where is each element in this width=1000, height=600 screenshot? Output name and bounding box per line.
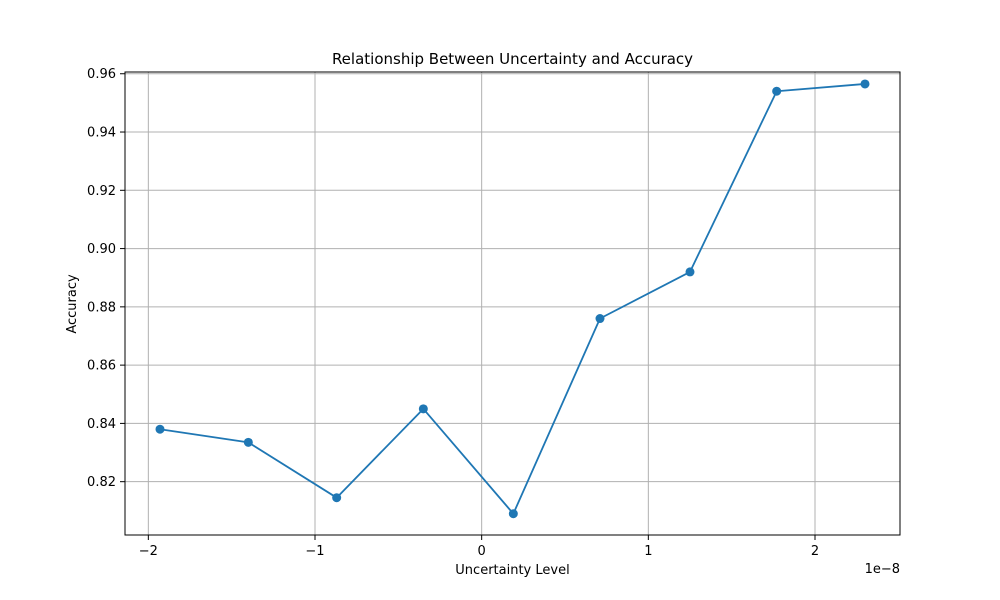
- x-axis-offset-text: 1e−8: [865, 562, 900, 577]
- ticks: −2 −1 0 1 2 0.82 0.84 0.86 0.88 0.90 0.92 0.94 0.96: [87, 67, 819, 559]
- y-tick-label: 0.96: [87, 67, 116, 82]
- data-point: [508, 509, 518, 519]
- x-tick-label: −1: [305, 544, 324, 559]
- data-point: [860, 79, 870, 89]
- data-point: [332, 493, 342, 503]
- x-tick-label: 0: [478, 544, 486, 559]
- data-point: [243, 437, 253, 447]
- y-tick-label: 0.86: [87, 359, 116, 374]
- x-axis-label: Uncertainty Level: [455, 563, 569, 578]
- data-point: [685, 267, 695, 277]
- data-point: [155, 424, 165, 434]
- data-point: [595, 314, 605, 324]
- y-tick-label: 0.88: [87, 300, 116, 315]
- x-tick-label: 1: [644, 544, 652, 559]
- y-tick-label: 0.84: [87, 417, 116, 432]
- data-point: [418, 404, 428, 414]
- grid: [125, 72, 900, 535]
- series-layer: [155, 79, 870, 519]
- x-tick-label: −2: [139, 544, 158, 559]
- y-tick-label: 0.92: [87, 184, 116, 199]
- y-tick-label: 0.82: [87, 475, 116, 490]
- series-line: [159, 83, 866, 515]
- y-tick-label: 0.94: [87, 126, 116, 141]
- x-tick-label: 2: [811, 544, 819, 559]
- y-axis-label: Accuracy: [65, 274, 80, 334]
- data-point: [772, 86, 782, 96]
- y-tick-label: 0.90: [87, 242, 116, 257]
- plot-frame: [124, 71, 901, 536]
- chart-title: Relationship Between Uncertainty and Acc…: [332, 50, 693, 68]
